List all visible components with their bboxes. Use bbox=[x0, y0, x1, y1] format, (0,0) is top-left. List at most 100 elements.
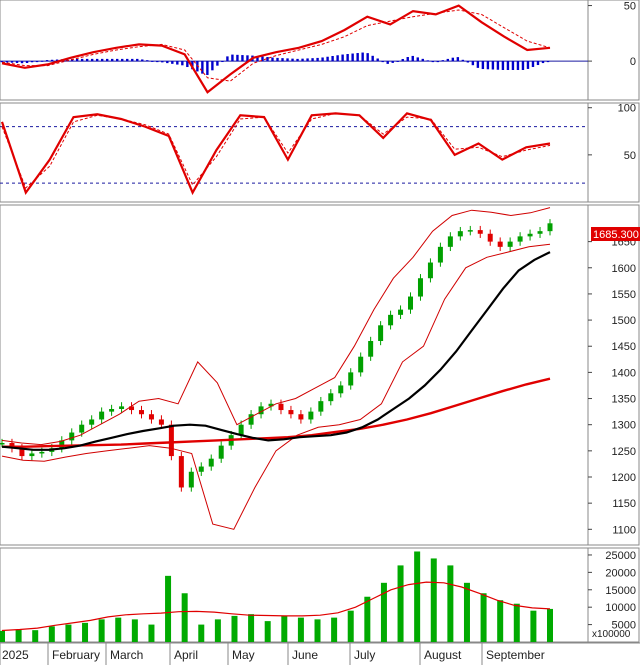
candle-body bbox=[507, 241, 513, 247]
macd-histogram-bar bbox=[341, 54, 344, 62]
macd-histogram-bar bbox=[296, 58, 299, 62]
candle-body bbox=[129, 406, 135, 411]
macd-histogram-bar bbox=[226, 56, 229, 62]
month-label: September bbox=[486, 648, 545, 662]
macd-histogram-bar bbox=[10, 61, 14, 63]
volume-tick-label: 15000 bbox=[605, 585, 636, 597]
macd-histogram-bar bbox=[95, 58, 99, 62]
macd-histogram-bar bbox=[40, 60, 44, 62]
candle-body bbox=[298, 414, 304, 420]
macd-histogram-bar bbox=[336, 55, 339, 62]
volume-bar bbox=[530, 610, 537, 642]
volume-bar bbox=[497, 600, 504, 642]
candle-body bbox=[258, 406, 264, 415]
macd-histogram-bar bbox=[306, 58, 309, 62]
bars-layer bbox=[0, 52, 553, 642]
volume-tick-label: 20000 bbox=[605, 567, 636, 579]
macd-histogram-bar bbox=[236, 54, 239, 62]
macd-histogram-bar bbox=[116, 58, 119, 62]
candle-body bbox=[348, 372, 354, 386]
macd-histogram-bar bbox=[361, 52, 364, 62]
candle-body bbox=[437, 246, 443, 263]
macd-histogram-bar bbox=[456, 57, 460, 62]
macd-histogram-bar bbox=[271, 57, 274, 62]
price-tick-label: 1600 bbox=[612, 263, 636, 275]
macd-histogram-bar bbox=[486, 61, 490, 70]
x-axis: 2025 February March April May June July August S… bbox=[0, 642, 640, 665]
volume-bar bbox=[115, 617, 122, 642]
candle-body bbox=[288, 410, 294, 415]
candle-body bbox=[477, 230, 483, 234]
macd-histogram-bar bbox=[50, 59, 54, 62]
macd-histogram-bar bbox=[281, 58, 284, 62]
macd-histogram-bar bbox=[45, 60, 49, 62]
stochastic-d-line bbox=[1, 112, 551, 189]
macd-histogram-bar bbox=[276, 57, 279, 62]
volume-bar bbox=[15, 629, 22, 642]
volume-bar bbox=[181, 593, 188, 642]
macd-histogram-bar bbox=[121, 58, 124, 62]
candle-body bbox=[447, 236, 453, 247]
candle-body bbox=[268, 403, 274, 407]
macd-histogram-bar bbox=[526, 61, 530, 69]
macd-histogram-bar bbox=[531, 61, 535, 67]
candle-body bbox=[388, 314, 394, 326]
candle-body bbox=[89, 419, 95, 425]
candle-body bbox=[338, 385, 344, 394]
volume-bar bbox=[131, 619, 138, 642]
macd-histogram-bar bbox=[196, 61, 199, 72]
volume-bar bbox=[414, 551, 421, 642]
macd-histogram-bar bbox=[351, 53, 354, 62]
volume-tick-label: 5000 bbox=[612, 620, 636, 632]
moving-average-fast bbox=[1, 251, 551, 451]
macd-histogram-bar bbox=[536, 61, 540, 66]
candle-body bbox=[158, 419, 164, 425]
macd-histogram-bar bbox=[0, 61, 4, 63]
candle-body bbox=[527, 233, 533, 237]
macd-histogram-bar bbox=[141, 59, 144, 62]
price-tick-label: 1150 bbox=[612, 498, 636, 510]
candle-body bbox=[487, 233, 493, 242]
price-tick-label: 1400 bbox=[612, 367, 636, 379]
candle-body bbox=[547, 223, 553, 232]
macd-tick-label: 50 bbox=[624, 1, 636, 13]
macd-histogram-bar bbox=[441, 60, 445, 62]
candle-body bbox=[188, 471, 194, 488]
volume-bar bbox=[231, 615, 238, 642]
volume-bar bbox=[480, 593, 487, 642]
macd-histogram-bar bbox=[436, 61, 439, 63]
candle-body bbox=[517, 236, 523, 242]
candle-body bbox=[19, 448, 25, 457]
macd-histogram-bar bbox=[15, 61, 19, 63]
candle-body bbox=[99, 411, 105, 420]
macd-histogram-bar bbox=[246, 55, 249, 62]
last-price-label: 1685.300 bbox=[593, 229, 639, 241]
macd-panel-frame bbox=[0, 0, 640, 101]
price-tick-label: 1500 bbox=[612, 315, 636, 327]
candle-body bbox=[248, 414, 254, 425]
volume-bar bbox=[380, 582, 387, 642]
month-label: February bbox=[52, 648, 100, 662]
volume-moving-average bbox=[1, 581, 551, 632]
volume-bar bbox=[32, 630, 39, 642]
month-label: May bbox=[232, 648, 255, 662]
macd-histogram-bar bbox=[85, 58, 89, 62]
candle-body bbox=[457, 231, 463, 237]
macd-histogram-bar bbox=[311, 58, 314, 62]
volume-bar bbox=[65, 624, 72, 642]
volume-bar bbox=[447, 565, 454, 642]
volume-bar bbox=[198, 624, 205, 642]
volume-bar bbox=[347, 610, 354, 642]
macd-histogram-bar bbox=[146, 60, 149, 62]
macd-histogram-bar bbox=[411, 55, 414, 62]
macd-histogram-bar bbox=[80, 58, 84, 62]
macd-histogram-bar bbox=[541, 61, 545, 64]
macd-histogram-bar bbox=[516, 61, 520, 70]
stochastic-tick-label: 50 bbox=[624, 150, 636, 162]
macd-histogram-bar bbox=[266, 57, 269, 62]
macd-histogram-bar bbox=[176, 61, 179, 65]
candle-body bbox=[39, 451, 45, 454]
moving-average-slow bbox=[2, 377, 551, 448]
macd-histogram-bar bbox=[406, 57, 409, 62]
